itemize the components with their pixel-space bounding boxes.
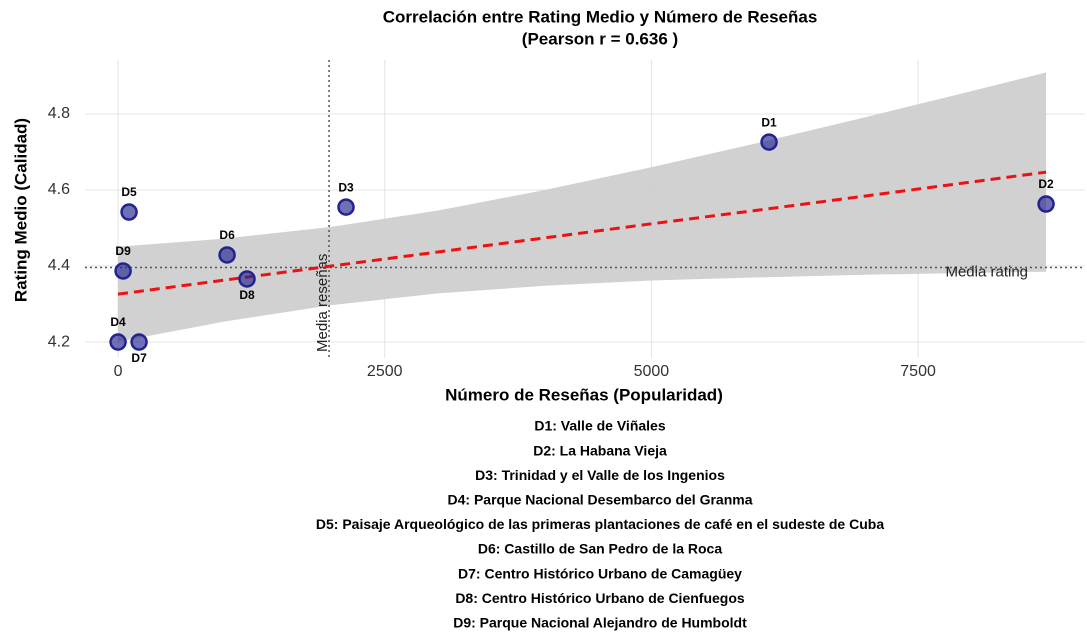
x-axis-label: Número de Reseñas (Popularidad) (445, 385, 723, 404)
mean-y-label: Media rating (945, 264, 1028, 281)
point-label: D4 (110, 315, 126, 329)
note: D6: Castillo de San Pedro de la Roca (478, 541, 723, 557)
note: D1: Valle de Viñales (534, 418, 665, 434)
note: D9: Parque Nacional Alejandro de Humbold… (453, 615, 747, 631)
point (120, 203, 138, 221)
note: D7: Centro Histórico Urbano de Camagüey (458, 565, 742, 581)
y-tick-label: 4.2 (48, 333, 70, 350)
x-tick-label: 7500 (900, 363, 936, 380)
point (130, 333, 148, 351)
x-tick-label: 0 (114, 363, 123, 380)
mean-x-label: Media reseñas (314, 254, 331, 352)
chart-title: Correlación entre Rating Medio y Número … (383, 7, 818, 26)
point (114, 262, 132, 280)
point (109, 333, 127, 351)
point (218, 246, 236, 264)
confidence-band (118, 72, 1047, 342)
point-label: D6 (219, 228, 235, 242)
note: D8: Centro Histórico Urbano de Cienfuego… (455, 590, 745, 606)
note: D4: Parque Nacional Desembarco del Granm… (448, 492, 753, 508)
point (760, 133, 778, 151)
x-tick-label: 2500 (367, 363, 403, 380)
point-label: D8 (239, 288, 255, 302)
point-label: D5 (121, 185, 137, 199)
point-label: D1 (761, 115, 777, 129)
point-label: D9 (115, 244, 131, 258)
point-label: D2 (1038, 177, 1054, 191)
y-axis-label: Rating Medio (Calidad) (11, 118, 30, 302)
point-label: D7 (131, 351, 147, 365)
point (337, 198, 355, 216)
chart-subtitle: (Pearson r = 0.636 ) (522, 29, 678, 48)
point (1037, 195, 1055, 213)
y-tick-label: 4.6 (48, 181, 70, 198)
trend-line (117, 170, 1047, 296)
note: D5: Paisaje Arqueológico de las primeras… (316, 516, 884, 532)
point (238, 270, 256, 288)
y-tick-label: 4.8 (48, 105, 70, 122)
note: D3: Trinidad y el Valle de los Ingenios (475, 467, 725, 483)
y-tick-label: 4.4 (48, 257, 70, 274)
note: D2: La Habana Vieja (533, 442, 667, 458)
x-tick-label: 5000 (634, 363, 670, 380)
point-label: D3 (338, 180, 354, 194)
